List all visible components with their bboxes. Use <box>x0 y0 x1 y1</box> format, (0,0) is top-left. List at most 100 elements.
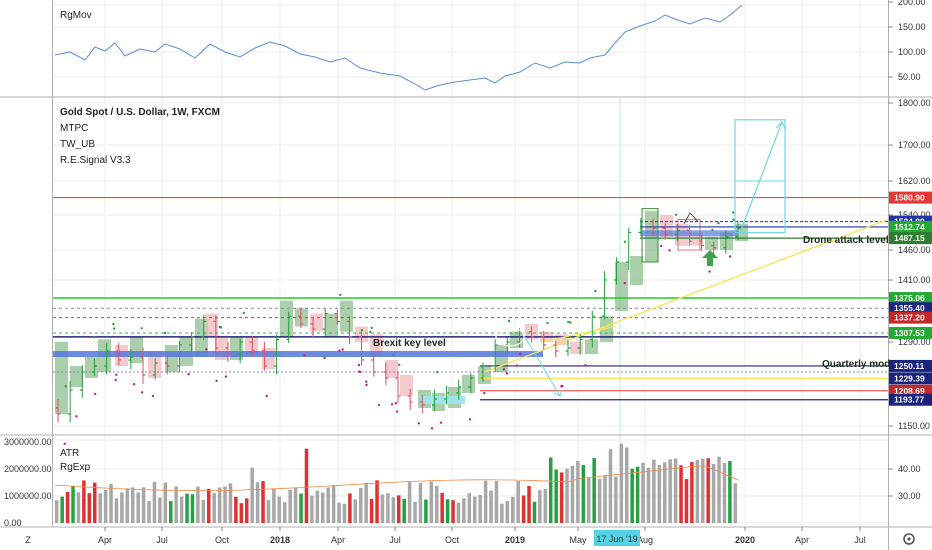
volume-bar <box>695 459 700 523</box>
signal-dot <box>163 331 167 335</box>
volume-bar <box>304 448 309 523</box>
volume-bar <box>98 493 102 523</box>
volume-bar <box>402 498 406 523</box>
arrow-head-icon <box>775 120 787 131</box>
volume-bar <box>608 449 613 523</box>
signal-zone-box <box>195 318 208 357</box>
volume-bar <box>158 497 162 523</box>
volume-bar <box>288 489 292 523</box>
volume-bar <box>429 481 434 523</box>
annotation-brexit-key-level: Brexit key level <box>373 338 446 349</box>
volume-bar <box>364 483 368 523</box>
signal-dot <box>468 418 472 421</box>
volume-bar <box>136 492 140 523</box>
signal-dot <box>417 422 421 425</box>
price-legend: Gold Spot / U.S. Dollar, 1W, FXCM MTPC T… <box>60 107 220 166</box>
signal-dot <box>93 392 97 396</box>
brexit-band <box>53 351 543 357</box>
legend-resignal: R.E.Signal V3.3 <box>60 155 131 166</box>
price-ytick-label: 1290.00 <box>898 337 931 347</box>
volume-bar <box>397 495 401 523</box>
volume-bar <box>141 487 146 523</box>
rgmov-legend: RgMov <box>60 10 92 21</box>
key-level-lines <box>53 197 889 401</box>
volume-bar <box>684 479 689 523</box>
volume-bar <box>435 485 439 523</box>
signal-dot <box>357 363 361 367</box>
volume-bar <box>407 482 412 523</box>
volume-bar <box>711 464 716 523</box>
volume-bar <box>592 458 596 523</box>
signal-zone-box <box>340 300 353 332</box>
atr-left-tick-label: 1000000.00 <box>4 491 52 501</box>
volume-bar <box>228 483 233 523</box>
volume-bar <box>234 496 238 523</box>
signal-dot <box>395 410 399 413</box>
price-tag-box <box>889 311 932 324</box>
signal-dot <box>187 373 190 376</box>
signal-dot <box>711 228 714 232</box>
volume-bar <box>424 499 428 523</box>
signal-dot <box>360 328 364 332</box>
volume-bar <box>163 482 168 523</box>
caret-icon <box>683 212 699 224</box>
volume-bar <box>413 501 417 523</box>
volume-bar <box>565 468 569 523</box>
signal-zone-box <box>205 313 218 337</box>
signal-dot <box>140 327 143 330</box>
signal-dot <box>505 372 509 375</box>
volume-bar <box>576 461 580 523</box>
rgexp-legend: RgExp <box>60 462 90 473</box>
volume-bar <box>657 464 662 523</box>
x-tick-label: 2018 <box>270 535 290 545</box>
volume-bar <box>538 490 542 523</box>
settings-gear-icon[interactable] <box>903 533 915 545</box>
volume-bar <box>109 483 113 523</box>
signal-dot <box>623 240 627 244</box>
volume-bar <box>587 477 591 523</box>
atr-left-tick-label: 3000000.00 <box>4 437 52 447</box>
volume-bar <box>663 462 667 523</box>
volume-bar <box>261 481 265 523</box>
volume-bar <box>82 480 86 523</box>
time-axis[interactable]: Apr Jul Oct 2018 Apr Jul Oct 2019 May Aug 2020 Apr J… <box>98 527 866 545</box>
signal-dot <box>567 320 570 324</box>
legend-mtpc: MTPC <box>60 123 88 134</box>
x-tick-label: Oct <box>445 535 460 545</box>
signal-dot <box>390 403 394 406</box>
price-tag-box <box>889 191 932 204</box>
price-tag-box <box>889 302 932 315</box>
volume-bar <box>299 493 303 523</box>
x-tick-label: Aug <box>637 535 653 545</box>
signal-dot <box>569 321 572 324</box>
signal-dot <box>392 354 395 357</box>
volume-bar <box>570 465 575 523</box>
price-ytick-label: 1540.00 <box>898 210 931 220</box>
volume-bars <box>55 443 738 523</box>
signal-dot <box>731 211 735 214</box>
x-tick-label: Apr <box>795 535 809 545</box>
volume-bar <box>76 492 81 523</box>
volume-bar <box>489 490 493 523</box>
volume-bar <box>445 499 450 523</box>
volume-bar <box>185 493 189 523</box>
signal-dot <box>370 326 373 330</box>
signal-zone-box <box>705 236 718 250</box>
signal-dot <box>140 391 144 394</box>
x-tick-label: Apr <box>331 535 345 545</box>
price-tag-label: 1229.39 <box>894 373 925 383</box>
volume-bar <box>706 458 710 523</box>
volume-bar <box>581 465 586 523</box>
volume-bar <box>722 462 727 523</box>
volume-bar <box>386 493 390 523</box>
price-tag-label: 1337.20 <box>894 313 925 323</box>
volume-bar <box>201 499 206 523</box>
volume-bar <box>93 482 97 523</box>
signal-zone-box <box>55 342 68 414</box>
signal-dot <box>674 213 678 216</box>
rgmov-ytick-label: 100.00 <box>898 47 926 57</box>
x-tick-label: May <box>569 535 587 545</box>
corner-z-label[interactable]: Z <box>25 535 31 545</box>
price-tag-box <box>889 292 932 305</box>
